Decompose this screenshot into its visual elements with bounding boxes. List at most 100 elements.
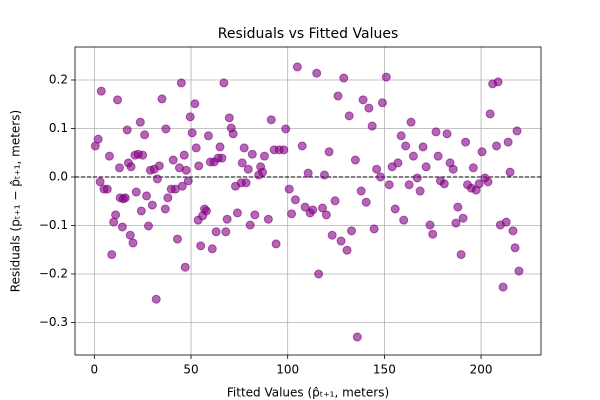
x-axis-label: Fitted Values (p̂ₜ₊₁, meters)	[227, 386, 389, 400]
point	[477, 147, 487, 157]
point	[258, 167, 268, 177]
point	[259, 151, 269, 161]
point	[474, 179, 484, 189]
point	[128, 238, 138, 248]
x-tick-label: 150	[373, 363, 396, 377]
point	[191, 143, 201, 153]
point	[266, 115, 276, 125]
point	[514, 266, 524, 276]
point	[458, 213, 468, 223]
point	[243, 164, 253, 174]
point	[318, 203, 328, 213]
point	[369, 224, 379, 234]
point	[194, 161, 204, 171]
y-tick-label: −0.3	[39, 315, 68, 329]
point	[501, 217, 511, 227]
x-tick-label: 100	[276, 363, 299, 377]
point	[492, 141, 502, 151]
point	[448, 164, 458, 174]
point	[114, 163, 124, 173]
point	[117, 222, 127, 232]
point	[177, 181, 187, 191]
point	[138, 150, 148, 160]
point	[143, 221, 153, 231]
point	[404, 180, 414, 190]
point	[321, 210, 331, 220]
point	[498, 282, 508, 292]
point	[319, 170, 329, 180]
point	[510, 243, 520, 253]
point	[104, 151, 114, 161]
point	[314, 269, 324, 279]
point	[439, 179, 449, 189]
point	[179, 150, 189, 160]
point	[161, 124, 171, 134]
point	[451, 218, 461, 228]
point	[281, 124, 291, 134]
point	[142, 191, 152, 201]
point	[350, 155, 360, 165]
point	[221, 227, 231, 237]
y-tick-label: 0.2	[49, 72, 68, 86]
point	[120, 193, 130, 203]
point	[160, 204, 170, 214]
point	[352, 332, 362, 342]
point	[126, 162, 136, 172]
point	[336, 236, 346, 246]
x-tick-label: 0	[91, 363, 99, 377]
point	[183, 176, 193, 186]
y-tick-label: 0.1	[49, 121, 68, 135]
point	[224, 113, 234, 123]
point	[290, 195, 300, 205]
point	[176, 78, 186, 88]
point	[102, 184, 112, 194]
point	[109, 217, 119, 227]
point	[396, 131, 406, 141]
point	[136, 206, 146, 216]
point	[384, 180, 394, 190]
point	[180, 262, 190, 272]
point	[154, 161, 164, 171]
point	[312, 68, 322, 78]
point	[284, 184, 294, 194]
point	[308, 205, 318, 215]
point	[245, 220, 255, 230]
point	[503, 137, 513, 147]
point	[93, 134, 103, 144]
point	[237, 158, 247, 168]
point	[390, 204, 400, 214]
x-tick-label: 50	[183, 363, 198, 377]
point	[241, 178, 251, 188]
point	[147, 200, 157, 210]
point	[303, 168, 313, 178]
point	[131, 187, 141, 197]
point	[428, 229, 438, 239]
point	[412, 173, 422, 183]
point	[367, 121, 377, 131]
point	[327, 230, 337, 240]
point	[172, 234, 182, 244]
chart-title: Residuals vs Fitted Values	[218, 26, 399, 42]
point	[111, 210, 121, 220]
point	[196, 241, 206, 251]
point	[211, 227, 221, 237]
point	[215, 142, 225, 152]
point	[219, 78, 229, 88]
point	[361, 197, 371, 207]
y-tick-label: −0.2	[39, 266, 68, 280]
point	[408, 151, 418, 161]
point	[381, 72, 391, 82]
point	[468, 163, 478, 173]
point	[431, 127, 441, 137]
point	[250, 210, 260, 220]
point	[493, 77, 503, 87]
point	[330, 196, 340, 206]
point	[364, 103, 374, 113]
point	[297, 141, 307, 151]
point	[415, 186, 425, 196]
point	[151, 294, 161, 304]
point	[358, 95, 368, 105]
point	[324, 147, 334, 157]
point	[207, 244, 217, 254]
